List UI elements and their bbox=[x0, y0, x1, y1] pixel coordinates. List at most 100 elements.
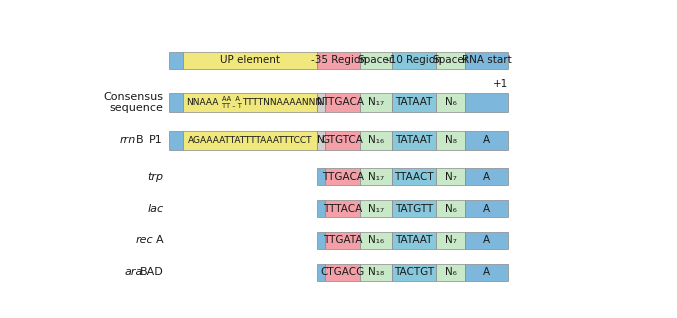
Bar bbox=[183, 131, 317, 149]
Bar bbox=[169, 93, 183, 112]
Text: N₁₇: N₁₇ bbox=[368, 97, 384, 107]
Text: NNAAA: NNAAA bbox=[186, 98, 218, 107]
Text: B: B bbox=[136, 135, 147, 145]
Text: TTGACA: TTGACA bbox=[322, 97, 364, 107]
Bar bbox=[326, 264, 360, 280]
Text: BAD: BAD bbox=[139, 267, 163, 277]
Bar bbox=[183, 93, 317, 112]
Text: A: A bbox=[483, 135, 490, 145]
Bar bbox=[326, 200, 360, 217]
Bar bbox=[436, 52, 465, 69]
Bar bbox=[169, 52, 183, 69]
Text: N₁₆: N₁₆ bbox=[368, 235, 384, 245]
Bar bbox=[360, 232, 391, 249]
Bar bbox=[465, 169, 508, 185]
Bar bbox=[317, 200, 326, 217]
Text: -35 Region: -35 Region bbox=[311, 55, 366, 66]
Text: N₇: N₇ bbox=[445, 172, 456, 182]
Text: N₇: N₇ bbox=[445, 235, 456, 245]
Bar bbox=[317, 131, 326, 149]
Bar bbox=[465, 131, 508, 149]
Bar bbox=[169, 131, 183, 149]
Bar bbox=[391, 169, 436, 185]
Bar bbox=[317, 169, 326, 185]
Bar bbox=[360, 200, 391, 217]
Text: TTGATA: TTGATA bbox=[323, 235, 362, 245]
Bar bbox=[360, 93, 391, 112]
Bar bbox=[391, 131, 436, 149]
Bar bbox=[391, 232, 436, 249]
Bar bbox=[436, 232, 465, 249]
Text: TTTTNNAAAANNN: TTTTNNAAAANNN bbox=[242, 98, 323, 107]
Bar bbox=[391, 264, 436, 280]
Text: RNA start: RNA start bbox=[462, 55, 511, 66]
Bar bbox=[465, 264, 508, 280]
Text: N: N bbox=[318, 135, 325, 145]
Bar bbox=[326, 93, 360, 112]
Text: Consensus
sequence: Consensus sequence bbox=[104, 92, 163, 113]
Bar bbox=[360, 264, 391, 280]
Bar bbox=[436, 200, 465, 217]
Bar bbox=[317, 52, 360, 69]
Text: A: A bbox=[483, 204, 490, 214]
Text: A: A bbox=[483, 235, 490, 245]
Text: TTAACT: TTAACT bbox=[394, 172, 434, 182]
Bar bbox=[360, 52, 391, 69]
Bar bbox=[436, 264, 465, 280]
Bar bbox=[391, 93, 436, 112]
Text: A: A bbox=[483, 172, 490, 182]
Bar bbox=[183, 52, 317, 69]
Bar bbox=[436, 93, 465, 112]
Bar bbox=[326, 232, 360, 249]
Text: N₆: N₆ bbox=[445, 97, 456, 107]
Bar bbox=[317, 93, 326, 112]
Bar bbox=[360, 131, 391, 149]
Bar bbox=[465, 232, 508, 249]
Text: A: A bbox=[156, 235, 163, 245]
Text: trp: trp bbox=[147, 172, 163, 182]
Text: N₁₈: N₁₈ bbox=[368, 267, 384, 277]
Bar bbox=[360, 169, 391, 185]
Text: rec: rec bbox=[135, 235, 153, 245]
Bar bbox=[317, 264, 326, 280]
Text: CTGACG: CTGACG bbox=[321, 267, 365, 277]
Text: TATAAT: TATAAT bbox=[395, 135, 433, 145]
Text: N₈: N₈ bbox=[445, 135, 456, 145]
Text: ara: ara bbox=[125, 267, 144, 277]
Text: P1: P1 bbox=[149, 135, 162, 145]
Text: A: A bbox=[483, 267, 490, 277]
Bar bbox=[317, 232, 326, 249]
Text: TATGTT: TATGTT bbox=[395, 204, 433, 214]
Text: AGAAAATTATTTTAAATTTCCT: AGAAAATTATTTTAAATTTCCT bbox=[188, 136, 312, 145]
Text: Spacer: Spacer bbox=[357, 55, 394, 66]
Text: Spacer: Spacer bbox=[433, 55, 468, 66]
Bar bbox=[326, 131, 360, 149]
Text: TT – T: TT – T bbox=[221, 103, 242, 109]
Text: TACTGT: TACTGT bbox=[394, 267, 434, 277]
Text: +1: +1 bbox=[493, 79, 508, 89]
Text: TATAAT: TATAAT bbox=[395, 235, 433, 245]
Bar bbox=[465, 93, 508, 112]
Bar bbox=[465, 52, 508, 69]
Text: N₁₇: N₁₇ bbox=[368, 204, 384, 214]
Bar bbox=[465, 200, 508, 217]
Bar bbox=[391, 52, 436, 69]
Text: TATAAT: TATAAT bbox=[395, 97, 433, 107]
Text: N₆: N₆ bbox=[445, 267, 456, 277]
Bar bbox=[436, 131, 465, 149]
Bar bbox=[326, 169, 360, 185]
Text: rrn: rrn bbox=[119, 135, 135, 145]
Text: AA  A: AA A bbox=[221, 96, 240, 102]
Text: N₁₆: N₁₆ bbox=[368, 135, 384, 145]
Text: N₆: N₆ bbox=[445, 204, 456, 214]
Text: N₁₇: N₁₇ bbox=[368, 172, 384, 182]
Text: lac: lac bbox=[147, 204, 163, 214]
Text: TTGACA: TTGACA bbox=[322, 172, 364, 182]
Text: TTTACA: TTTACA bbox=[323, 204, 362, 214]
Bar bbox=[436, 169, 465, 185]
Text: UP element: UP element bbox=[220, 55, 280, 66]
Text: N: N bbox=[318, 97, 325, 107]
Text: GTGTCA: GTGTCA bbox=[322, 135, 364, 145]
Bar bbox=[391, 200, 436, 217]
Text: -10 Region: -10 Region bbox=[386, 55, 441, 66]
